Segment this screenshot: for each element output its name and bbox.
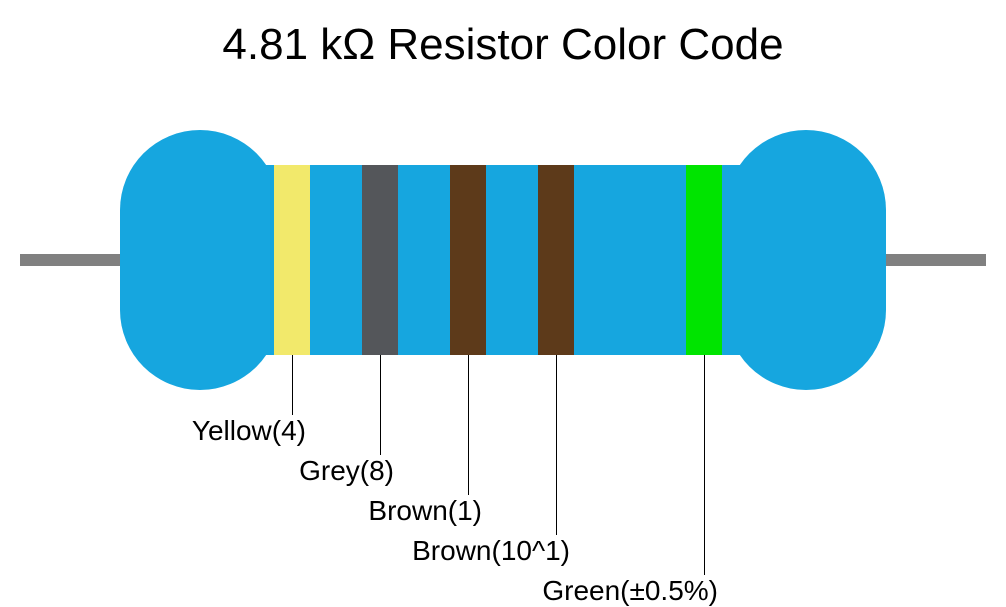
band-4-label: Brown(10^1) xyxy=(270,535,570,567)
band-4 xyxy=(538,165,574,355)
band-3 xyxy=(450,165,486,355)
band-5-leader xyxy=(704,355,705,575)
band-2-leader xyxy=(380,355,381,455)
band-2-label: Grey(8) xyxy=(94,455,394,487)
band-4-leader xyxy=(556,355,557,535)
band-1-label: Yellow(4) xyxy=(6,415,306,447)
band-2 xyxy=(362,165,398,355)
band-1 xyxy=(274,165,310,355)
band-5-label: Green(±0.5%) xyxy=(418,575,718,607)
band-1-leader xyxy=(292,355,293,415)
diagram-title: 4.81 kΩ Resistor Color Code xyxy=(0,20,1006,70)
band-3-label: Brown(1) xyxy=(182,495,482,527)
band-5 xyxy=(686,165,722,355)
band-3-leader xyxy=(468,355,469,495)
